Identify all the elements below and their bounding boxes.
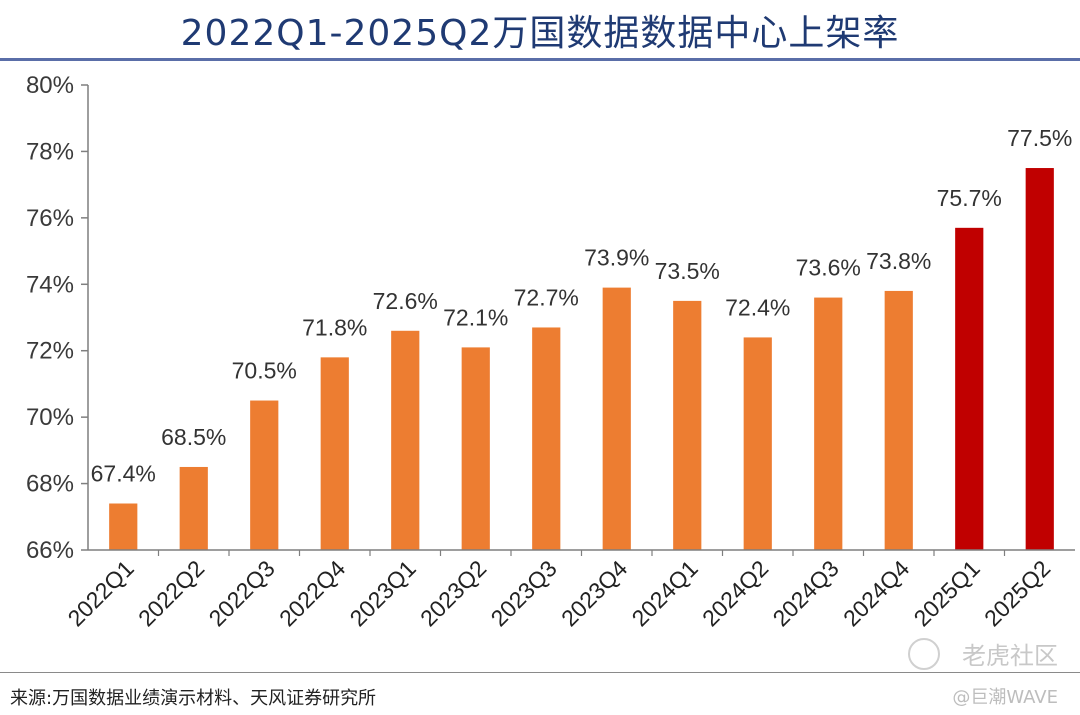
x-tick-label-2023Q4: 2023Q4 xyxy=(556,555,632,631)
value-label-2024Q1: 73.5% xyxy=(655,258,720,284)
x-tick-label-2022Q4: 2022Q4 xyxy=(274,555,350,631)
value-label-2024Q3: 73.6% xyxy=(796,255,861,281)
bar-2025Q1 xyxy=(955,227,984,551)
title-divider xyxy=(0,58,1080,61)
source-divider xyxy=(0,672,1080,673)
bar-2023Q2 xyxy=(461,347,490,550)
bar-chart: 66% 68% 70% 72% 74% 76% 78% 80% 67.4%68.5% 70.5%… xyxy=(26,72,1075,631)
x-tick-label-2022Q3: 2022Q3 xyxy=(204,555,280,631)
y-tick-label: 66% xyxy=(26,537,74,564)
bar-2023Q4 xyxy=(602,287,631,550)
x-tick-label-2024Q1: 2024Q1 xyxy=(627,555,703,631)
y-tick-label: 78% xyxy=(26,138,74,165)
x-tick-label-2023Q1: 2023Q1 xyxy=(345,555,421,631)
value-label-2025Q1: 75.7% xyxy=(937,185,1002,211)
x-tick-label-2022Q2: 2022Q2 xyxy=(133,555,209,631)
x-tick-label-2025Q2: 2025Q2 xyxy=(979,555,1055,631)
bar-2022Q4 xyxy=(320,357,349,550)
bar-2024Q2 xyxy=(743,337,772,550)
bars xyxy=(109,168,1054,551)
bar-2023Q3 xyxy=(532,327,561,550)
bar-2024Q4 xyxy=(884,290,913,550)
value-label-2024Q4: 73.8% xyxy=(866,248,931,274)
bar-2024Q3 xyxy=(814,297,843,550)
bar-2024Q1 xyxy=(673,300,702,550)
x-tick-label-2024Q4: 2024Q4 xyxy=(838,555,914,631)
x-axis: 2022Q12022Q22022Q32022Q42023Q12023Q22023… xyxy=(63,549,1075,631)
value-label-2022Q4: 71.8% xyxy=(302,314,367,340)
bar-2022Q3 xyxy=(250,400,279,550)
source-note: 来源:万国数据业绩演示材料、天风证券研究所 xyxy=(10,688,377,709)
watermark-secondary: @巨潮WAVE xyxy=(952,687,1058,708)
x-tick-label-2024Q2: 2024Q2 xyxy=(697,555,773,631)
value-label-2023Q1: 72.6% xyxy=(373,288,438,314)
x-tick-label-2023Q3: 2023Q3 xyxy=(486,555,562,631)
y-tick-label: 74% xyxy=(26,271,74,298)
value-label-2022Q3: 70.5% xyxy=(232,358,297,384)
watermark-logo-icon xyxy=(908,638,940,670)
value-label-2024Q2: 72.4% xyxy=(725,294,790,320)
bar-2023Q1 xyxy=(391,330,420,550)
y-tick-label: 68% xyxy=(26,471,74,498)
chart-title: 2022Q1-2025Q2万国数据数据中心上架率 xyxy=(180,13,900,54)
value-label-2022Q2: 68.5% xyxy=(161,424,226,450)
y-axis: 66% 68% 70% 72% 74% 76% 78% 80% xyxy=(26,72,89,564)
y-tick-label: 76% xyxy=(26,205,74,232)
x-tick-label-2022Q1: 2022Q1 xyxy=(63,555,139,631)
x-tick-label-2025Q1: 2025Q1 xyxy=(909,555,985,631)
y-tick-label: 70% xyxy=(26,404,74,431)
value-label-2022Q1: 67.4% xyxy=(91,461,156,487)
x-tick-label-2024Q3: 2024Q3 xyxy=(768,555,844,631)
value-label-2023Q2: 72.1% xyxy=(443,304,508,330)
value-label-2023Q4: 73.9% xyxy=(584,245,649,271)
bar-2025Q2 xyxy=(1025,168,1054,550)
value-label-2025Q2: 77.5% xyxy=(1007,125,1072,151)
bar-2022Q1 xyxy=(109,503,138,550)
watermark-primary: 老虎社区 xyxy=(962,642,1058,670)
value-label-2023Q3: 72.7% xyxy=(514,284,579,310)
y-tick-label: 72% xyxy=(26,338,74,365)
x-tick-label-2023Q2: 2023Q2 xyxy=(415,555,491,631)
y-tick-label: 80% xyxy=(26,72,74,99)
bar-2022Q2 xyxy=(179,466,208,550)
value-labels: 67.4%68.5% 70.5%71.8%72.6%72.1%72.7%73.9%… xyxy=(91,125,1073,486)
